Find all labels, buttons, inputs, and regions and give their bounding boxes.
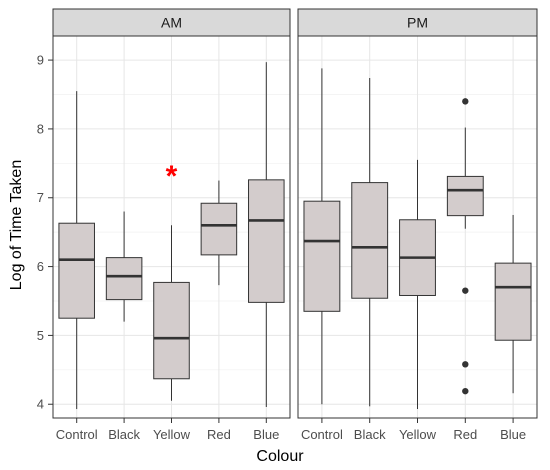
x-tick-label: Control — [56, 427, 98, 442]
box-control — [58, 91, 95, 410]
x-tick-label: Red — [453, 427, 477, 442]
box-black — [351, 77, 389, 407]
box-blue — [494, 214, 532, 394]
annotation-asterisk: * — [166, 160, 178, 193]
x-tick-label: Black — [108, 427, 140, 442]
x-axis-title: Colour — [256, 448, 304, 465]
y-tick-label: 5 — [37, 328, 44, 343]
x-tick-label: Red — [207, 427, 231, 442]
box-yellow — [399, 159, 436, 410]
y-tick-label: 6 — [37, 259, 44, 274]
panel-pm: PM Control Black Yellow Red Blue — [297, 8, 538, 442]
facet-panels: 4 5 6 7 8 9 AM * Control Black Yellow Red Blue PM Cont… — [37, 8, 538, 442]
box-blue — [248, 62, 285, 407]
x-tick-label: Control — [301, 427, 343, 442]
box-body — [153, 281, 190, 380]
box-body — [494, 262, 532, 341]
y-tick-label: 8 — [37, 121, 44, 136]
box-red — [200, 180, 238, 286]
panel-am: AM * Control Black Yellow Red Blue — [52, 8, 291, 442]
y-tick-label: 7 — [37, 190, 44, 205]
y-tick-label: 4 — [37, 397, 44, 412]
x-tick-label: Blue — [500, 427, 526, 442]
outlier-point — [462, 361, 469, 368]
strip-label: PM — [407, 15, 428, 31]
box-black — [105, 211, 143, 322]
box-body — [105, 257, 143, 301]
x-tick-label: Yellow — [153, 427, 191, 442]
x-tick-label: Blue — [253, 427, 279, 442]
outlier-point — [462, 387, 469, 395]
strip-background — [297, 8, 538, 37]
box-body — [248, 179, 285, 303]
y-tick-label: 9 — [37, 53, 44, 68]
outlier-point — [462, 98, 469, 105]
y-axis-title: Log of Time Taken — [8, 160, 25, 290]
box-body — [446, 175, 484, 217]
box-body — [200, 202, 238, 256]
box-control — [303, 68, 341, 405]
outlier-point — [462, 287, 469, 294]
x-tick-label: Yellow — [399, 427, 437, 442]
strip-label: AM — [161, 15, 182, 31]
box-body — [351, 182, 389, 299]
box-body — [58, 222, 95, 319]
box-yellow — [153, 225, 190, 401]
box-red — [446, 98, 484, 395]
x-tick-label: Black — [354, 427, 386, 442]
box-body — [303, 200, 341, 312]
